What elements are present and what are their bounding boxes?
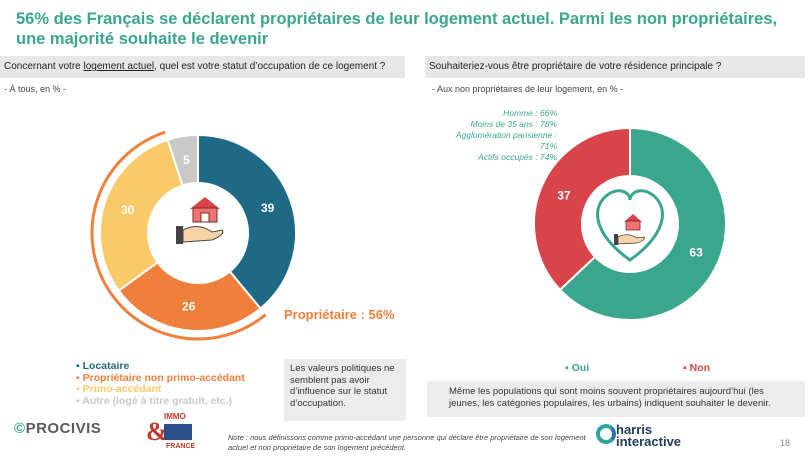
footnote: Note : nous définissons comme primo-accé… [228, 433, 586, 452]
immo-logo-top-text: IMMO [164, 412, 186, 421]
harris-interactive-logo: harris interactive [616, 422, 682, 449]
slice-value-label: 63 [689, 246, 703, 260]
right-subgroup-notes: Homme : 66% Moins de 35 ans : 78% Agglom… [439, 108, 557, 163]
right-donut-chart: 63 37 [533, 126, 727, 321]
page-number: 18 [779, 438, 790, 448]
left-donut-chart: 39 26 30 5 [90, 130, 297, 341]
note-item: Homme : 66% [503, 108, 557, 118]
left-base-text: - À tous, en % - [4, 84, 67, 94]
note-item: Agglomération parisienne : 71% [455, 130, 557, 151]
right-question-bar: Souhaiteriez-vous être propriétaire de v… [425, 56, 805, 78]
harris-logo-ring-icon [596, 424, 616, 444]
legend-item-autre: ▪ Autre (logé à titre gratuit, etc.) [76, 394, 233, 407]
donut-slice-0 [197, 133, 297, 310]
slice-value-label: 37 [557, 188, 571, 202]
owner-bracket-arc [90, 130, 267, 341]
immo-logo-bottom-text: FRANCE [166, 443, 195, 450]
right-info-box: Même les populations qui sont moins souv… [427, 381, 805, 417]
left-legend: ▪ Locataire ▪ Propriétaire non primo-acc… [76, 360, 245, 407]
donut-slice-1 [533, 126, 631, 292]
right-base-text: - Aux non propriétaires de leur logement… [432, 84, 624, 94]
slice-value-label: 5 [183, 153, 190, 167]
legend-item-non: ▪ Non [683, 362, 711, 374]
procivis-logo: ©PROCIVIS [14, 420, 102, 437]
legend-item-locataire: ▪ Locataire [76, 360, 130, 372]
house-in-hand-icon [150, 185, 246, 281]
note-item: Actifs occupés : 74% [478, 152, 557, 162]
owner-total-label: Propriétaire : 56% [284, 307, 395, 322]
donut-slice-1 [117, 260, 262, 332]
donut-slice-2 [99, 138, 184, 293]
left-question-bar: Concernant votre logement actuel, quel e… [0, 56, 405, 78]
donut-slice-0 [558, 126, 727, 321]
slice-value-label: 26 [182, 299, 196, 313]
left-info-box: Les valeurs politiques ne semblent pas a… [284, 359, 406, 421]
page-title: 56% des Français se déclarent propriétai… [16, 10, 778, 48]
left-question-pre: Concernant votre [4, 61, 81, 72]
legend-item-primo-accedant: ▪ Primo-accédant [76, 383, 162, 395]
svg-text:&: & [146, 417, 168, 446]
slice-value-label: 39 [261, 201, 275, 215]
left-question-post: , quel est votre statut d’occupation de … [154, 61, 386, 72]
legend-item-oui: ▪ Oui [565, 362, 590, 374]
slice-value-label: 30 [121, 203, 135, 217]
left-question-underlined: logement actuel [83, 61, 155, 72]
note-item: Moins de 35 ans : 78% [470, 119, 557, 129]
legend-item-proprietaire: ▪ Propriétaire non primo-accédant [76, 371, 245, 384]
donut-slice-3 [166, 133, 199, 187]
heart-house-hand-icon [596, 189, 664, 262]
immo-de-france-logo: IMMO & FRANCE [146, 412, 195, 450]
